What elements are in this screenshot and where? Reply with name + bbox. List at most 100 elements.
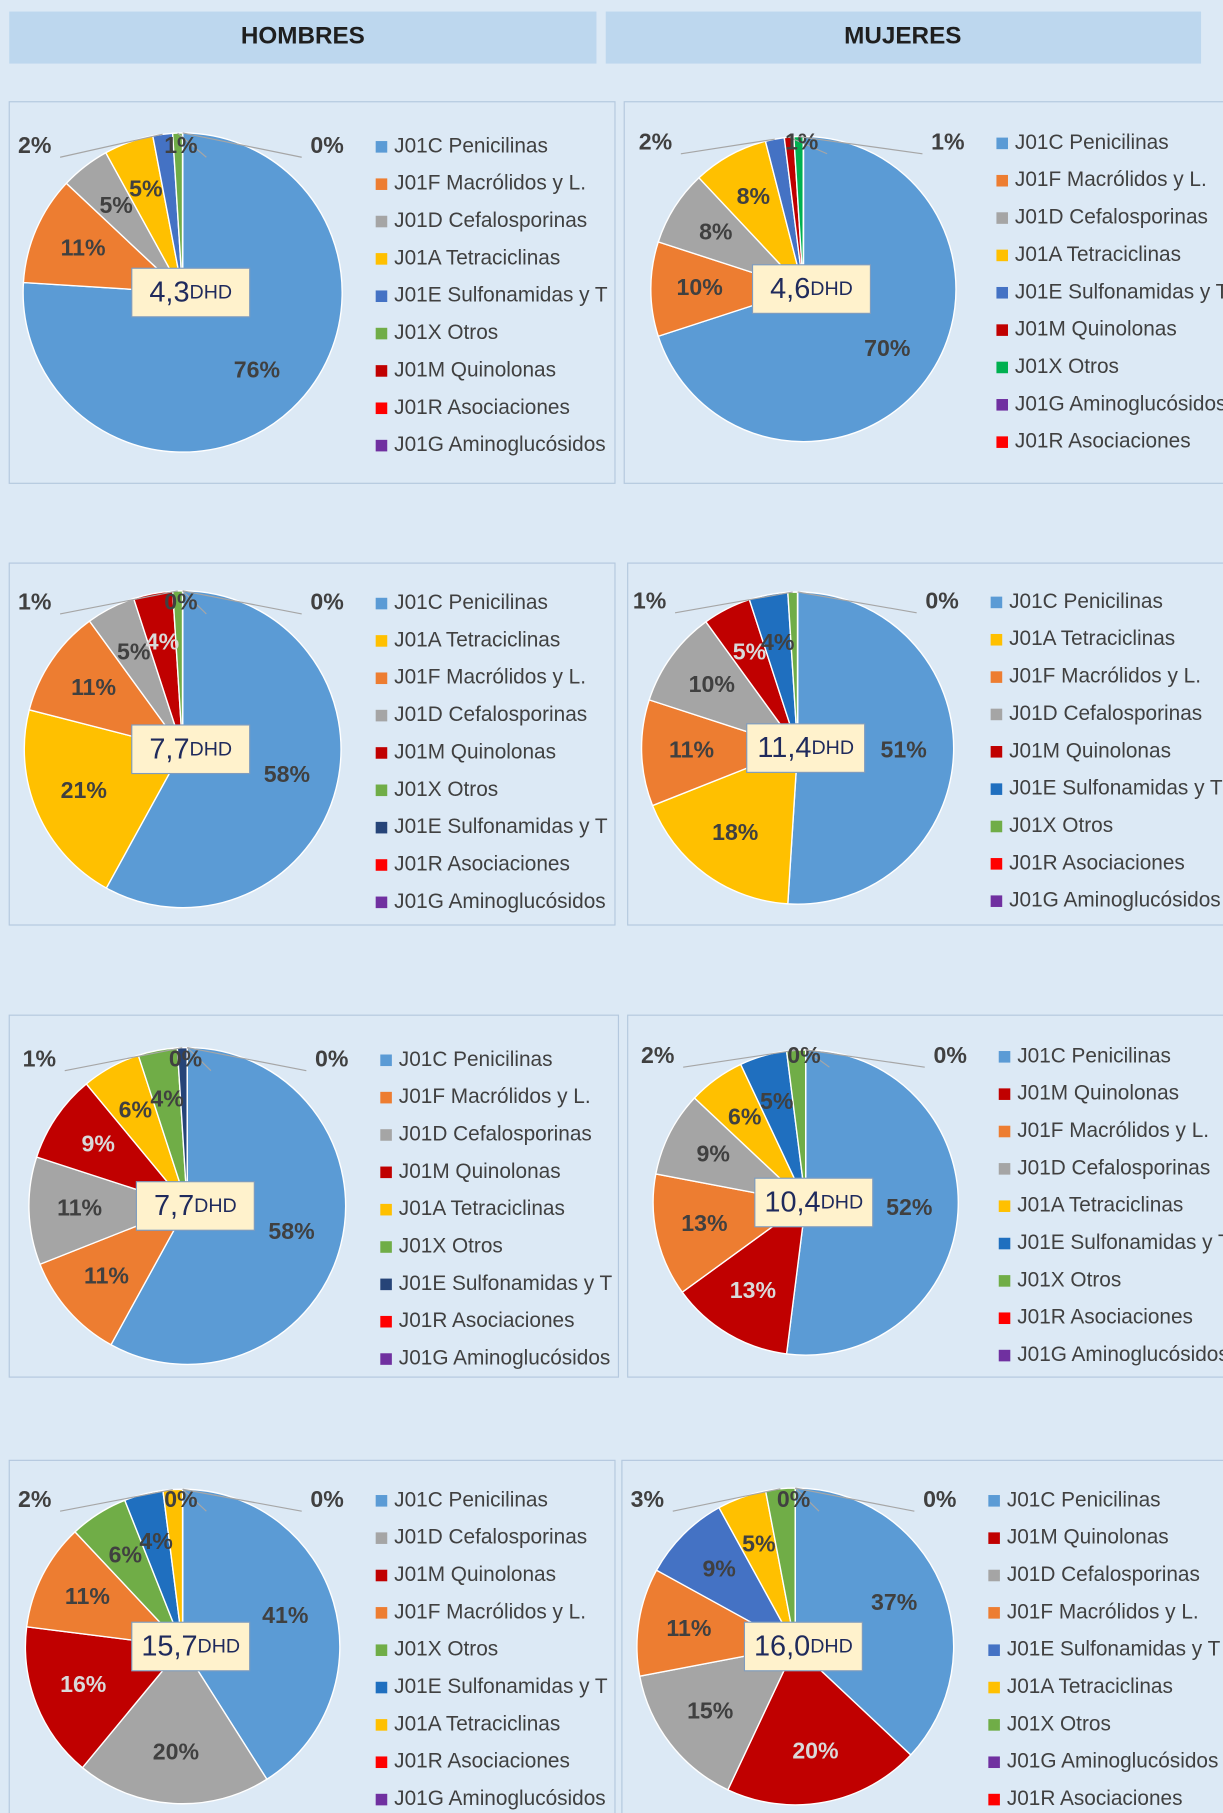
- pie-slice: [640, 698, 800, 807]
- legend-swatch: [375, 215, 388, 228]
- leader-line: [182, 590, 302, 615]
- pie-slice: [655, 1506, 798, 1649]
- legend-swatch: [375, 1569, 388, 1582]
- legend-label: J01A Tetraciclinas: [1009, 627, 1175, 650]
- legend-label: J01E Sulfonamidas y T: [394, 815, 608, 838]
- center-unit: DHD: [198, 1636, 241, 1658]
- legend-swatch: [988, 1756, 1000, 1769]
- data-label: 0%: [933, 1042, 966, 1068]
- legend-label: J01M Quinolonas: [1017, 1082, 1179, 1105]
- legend-label: J01D Cefalosporinas: [394, 209, 587, 232]
- legend-swatch: [380, 1166, 392, 1179]
- leader-line: [64, 1047, 183, 1072]
- center-unit: DHD: [810, 1636, 853, 1658]
- legend-label: J01D Cefalosporinas: [394, 703, 587, 726]
- data-label: 2%: [641, 1042, 674, 1068]
- data-label: 11%: [84, 1262, 129, 1288]
- center-total: 7,7DHD: [154, 1190, 237, 1222]
- legend-label: J01F Macrólidos y L.: [1017, 1119, 1209, 1142]
- leader-line: [680, 138, 775, 155]
- center-unit: DHD: [194, 1195, 237, 1217]
- legend-label: J01R Asociaciones: [394, 396, 570, 419]
- leader-line: [794, 1487, 820, 1512]
- center-box: [131, 724, 251, 775]
- pie-slice: [648, 620, 800, 750]
- legend-label: J01X Otros: [394, 321, 498, 344]
- legend-label: J01G Aminoglucósidos: [399, 1347, 611, 1370]
- legend-label: J01C Penicilinas: [1009, 590, 1163, 613]
- center-value: 7,7: [154, 1190, 194, 1222]
- legend-label: J01C Penicilinas: [1015, 131, 1169, 154]
- legend-swatch: [380, 1091, 392, 1104]
- legend-label: J01X Otros: [394, 778, 498, 801]
- data-label: 70%: [864, 335, 910, 361]
- legend-label: J01R Asociaciones: [1007, 1787, 1183, 1810]
- pie-slice: [655, 1097, 808, 1204]
- data-label: 51%: [881, 737, 927, 763]
- data-label: 58%: [264, 761, 310, 787]
- legend-label: J01E Sulfonamidas y T: [394, 284, 608, 307]
- legend-label: J01E Sulfonamidas y T: [1009, 777, 1223, 800]
- legend-label: J01M Quinolonas: [394, 740, 556, 763]
- pie-slice: [651, 747, 799, 905]
- legend-swatch: [990, 671, 1003, 683]
- leader-line: [182, 1488, 207, 1512]
- legend-label: J01D Cefalosporinas: [1017, 1156, 1210, 1179]
- leader-line: [187, 1046, 307, 1072]
- center-value: 15,7: [141, 1630, 197, 1662]
- data-label: 6%: [728, 1104, 761, 1130]
- legend-label: J01D Cefalosporinas: [1015, 206, 1208, 229]
- legend-swatch: [380, 1054, 392, 1067]
- legend-swatch: [375, 784, 388, 797]
- center-value: 4,6: [770, 273, 810, 305]
- leader-line: [182, 1488, 302, 1512]
- data-label: 52%: [886, 1194, 932, 1220]
- data-label: 15%: [687, 1698, 733, 1724]
- data-label: 8%: [699, 219, 732, 245]
- pie-slice: [81, 1645, 268, 1805]
- data-label: 0%: [310, 132, 343, 158]
- legend-swatch: [375, 178, 388, 190]
- legend-label: J01M Quinolonas: [1015, 318, 1177, 341]
- legend-label: J01F Macrólidos y L.: [1007, 1600, 1199, 1623]
- legend-swatch: [996, 399, 1008, 411]
- legend-swatch: [375, 859, 388, 871]
- pie-slice: [25, 1530, 185, 1648]
- data-label: 18%: [712, 819, 758, 845]
- data-label: 5%: [733, 639, 766, 665]
- legend-swatch: [375, 1793, 388, 1806]
- data-label: 5%: [760, 1088, 793, 1114]
- data-label: 11%: [61, 235, 106, 261]
- legend-swatch: [380, 1129, 392, 1141]
- legend-label: J01C Penicilinas: [1007, 1488, 1161, 1511]
- data-label: 11%: [65, 1583, 110, 1609]
- legend-label: J01F Macrólidos y L.: [394, 172, 586, 195]
- legend-label: J01D Cefalosporinas: [1007, 1563, 1200, 1586]
- data-label: 1%: [23, 1045, 56, 1071]
- data-label: 2%: [639, 128, 672, 154]
- center-unit: DHD: [190, 739, 233, 761]
- legend-label: J01R Asociaciones: [394, 852, 570, 875]
- legend-label: J01X Otros: [1017, 1268, 1121, 1291]
- center-box: [131, 267, 251, 318]
- legend-swatch: [998, 1163, 1011, 1175]
- legend-swatch: [375, 635, 388, 647]
- legend-swatch: [988, 1569, 1000, 1582]
- legend-swatch: [380, 1315, 392, 1328]
- center-value: 11,4: [757, 732, 811, 764]
- center-total: 11,4DHD: [757, 732, 854, 764]
- pie-slice: [726, 1645, 912, 1806]
- data-label: 1%: [931, 128, 964, 154]
- legend-label: J01X Otros: [394, 1638, 498, 1661]
- data-label: 11%: [666, 1615, 711, 1641]
- data-label: 1%: [633, 588, 666, 614]
- data-label: 58%: [268, 1218, 314, 1244]
- legend-label: J01X Otros: [1009, 814, 1113, 837]
- center-total: 4,6DHD: [770, 273, 853, 305]
- legend-swatch: [998, 1275, 1011, 1287]
- data-label: 1%: [164, 132, 197, 158]
- legend-swatch: [375, 1532, 388, 1544]
- data-label: 21%: [61, 777, 107, 803]
- legend-swatch: [988, 1607, 1000, 1619]
- legend-swatch: [375, 253, 388, 265]
